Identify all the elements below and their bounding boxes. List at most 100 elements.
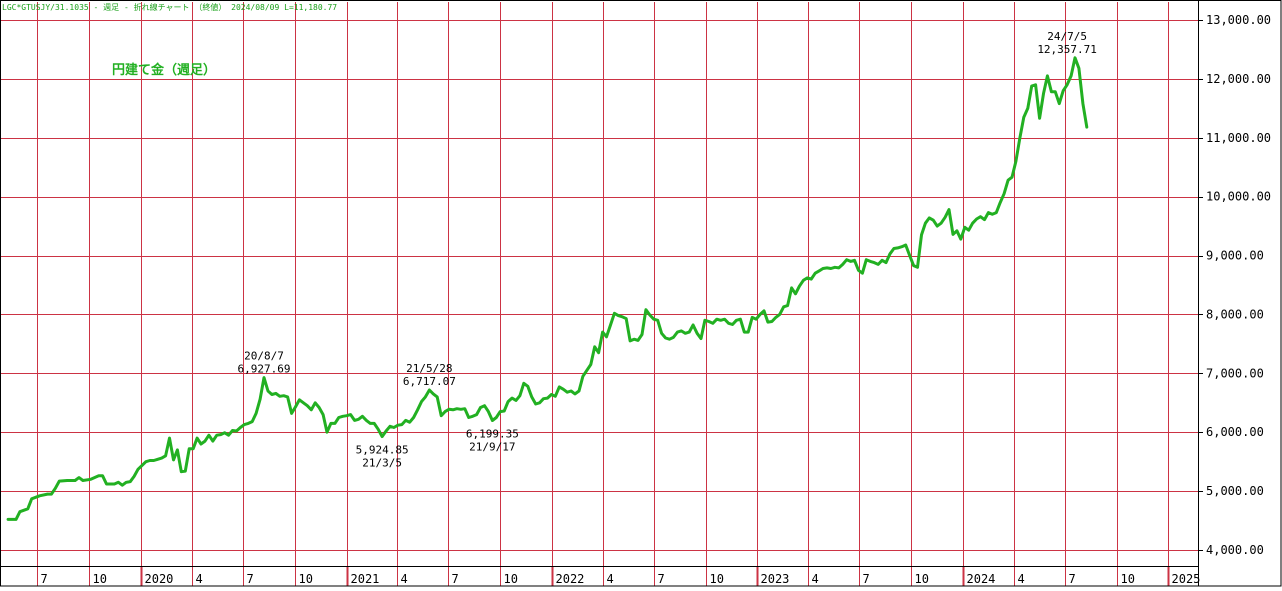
data-point bbox=[396, 424, 400, 427]
data-point bbox=[711, 322, 714, 325]
data-point bbox=[814, 272, 817, 275]
data-point bbox=[223, 431, 226, 434]
data-point bbox=[97, 474, 100, 477]
data-point bbox=[353, 419, 356, 422]
data-point bbox=[1069, 74, 1073, 78]
data-point bbox=[1085, 125, 1089, 129]
data-point bbox=[207, 434, 211, 437]
data-point bbox=[278, 395, 281, 398]
data-point bbox=[231, 429, 234, 432]
data-point bbox=[680, 329, 683, 333]
data-point bbox=[593, 345, 596, 348]
x-tick-label: 4 bbox=[812, 572, 819, 586]
data-point bbox=[979, 215, 982, 218]
x-tick-label: 7 bbox=[863, 572, 870, 586]
data-point bbox=[888, 252, 892, 255]
data-point bbox=[880, 259, 884, 262]
y-tick-label: 11,000.00 bbox=[1206, 131, 1271, 145]
data-point bbox=[609, 323, 612, 327]
data-point bbox=[1038, 117, 1041, 120]
data-point bbox=[825, 266, 829, 270]
data-point bbox=[258, 398, 262, 401]
data-point bbox=[514, 399, 518, 402]
data-point bbox=[314, 401, 317, 404]
data-point bbox=[294, 405, 297, 409]
data-point bbox=[1034, 83, 1037, 87]
data-point bbox=[380, 435, 384, 438]
data-point bbox=[262, 376, 266, 379]
data-point bbox=[302, 401, 305, 404]
data-point bbox=[290, 412, 293, 415]
data-point bbox=[440, 414, 443, 417]
data-point bbox=[1018, 136, 1022, 139]
x-axis-tick-labels: 7 10 2020 4 7 10 2021 4 7 10 2022 4 7 10 2023 4 7 10 2024 4… bbox=[41, 572, 1201, 586]
data-point bbox=[837, 266, 840, 270]
data-point bbox=[392, 426, 396, 429]
data-point bbox=[873, 261, 876, 264]
data-point bbox=[566, 391, 569, 394]
data-point bbox=[782, 305, 785, 308]
data-point bbox=[1030, 84, 1033, 88]
data-point bbox=[908, 254, 911, 257]
data-point bbox=[1002, 192, 1006, 195]
data-point bbox=[625, 317, 628, 320]
data-point bbox=[676, 330, 679, 334]
x-tick-label: 2021 bbox=[351, 572, 380, 586]
y-tick-label: 9,000.00 bbox=[1206, 249, 1264, 263]
data-point bbox=[924, 222, 927, 225]
data-point bbox=[266, 389, 270, 393]
data-point bbox=[18, 510, 22, 513]
data-point bbox=[428, 388, 431, 392]
data-point bbox=[321, 413, 325, 416]
data-point bbox=[884, 261, 888, 264]
data-point bbox=[896, 246, 899, 250]
data-point bbox=[298, 398, 301, 401]
data-point bbox=[50, 492, 53, 496]
data-point bbox=[203, 439, 207, 443]
data-point bbox=[1077, 67, 1081, 70]
chart-title: 円建て金（週足） bbox=[112, 62, 216, 78]
annotation-line1: 21/5/28 bbox=[406, 362, 452, 375]
data-point bbox=[589, 363, 592, 366]
data-point bbox=[963, 226, 966, 229]
x-tick-label: 4 bbox=[607, 572, 614, 586]
data-point bbox=[467, 416, 470, 419]
data-point bbox=[1022, 116, 1025, 119]
data-point bbox=[688, 330, 691, 334]
data-point bbox=[778, 313, 781, 316]
data-point bbox=[136, 468, 140, 471]
data-point bbox=[530, 395, 533, 399]
data-point bbox=[388, 425, 392, 428]
data-point bbox=[400, 423, 403, 426]
x-tick-label: 4 bbox=[196, 572, 203, 586]
data-point bbox=[928, 216, 931, 220]
data-point bbox=[66, 479, 69, 482]
data-point bbox=[1014, 160, 1018, 163]
data-point bbox=[845, 258, 848, 261]
data-point bbox=[869, 260, 872, 263]
annotation: 20/8/76,927.69 bbox=[238, 350, 291, 376]
y-tick-label: 6,000.00 bbox=[1206, 425, 1264, 439]
data-point bbox=[1062, 89, 1065, 92]
data-point bbox=[317, 406, 321, 409]
data-point bbox=[270, 393, 274, 396]
data-point bbox=[215, 434, 218, 437]
data-point bbox=[361, 415, 364, 418]
data-point bbox=[227, 434, 230, 437]
data-point bbox=[26, 507, 29, 510]
data-point bbox=[384, 429, 388, 433]
data-point bbox=[325, 431, 329, 434]
annotation-line1: 20/8/7 bbox=[244, 350, 284, 363]
data-point bbox=[857, 269, 860, 272]
data-point bbox=[447, 408, 451, 411]
x-tick-label: 2020 bbox=[145, 572, 174, 586]
data-point bbox=[955, 229, 959, 232]
series-layer bbox=[6, 56, 1089, 521]
data-point bbox=[412, 416, 415, 419]
data-point bbox=[621, 315, 624, 318]
data-point bbox=[443, 410, 447, 413]
data-point bbox=[719, 319, 722, 322]
